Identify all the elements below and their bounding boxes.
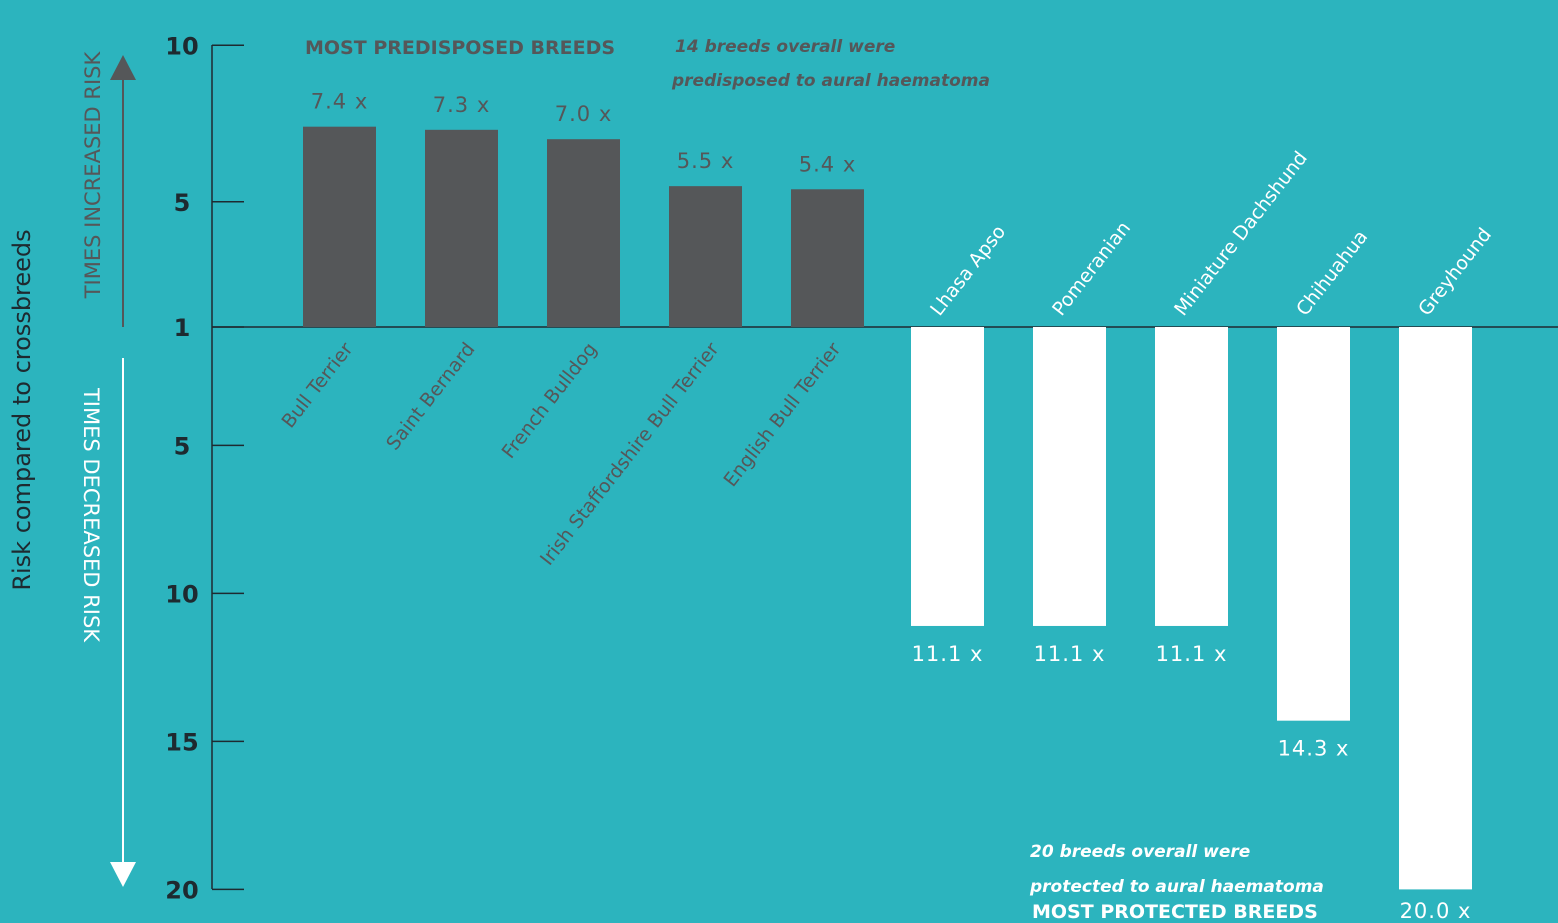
y-axis-title: Risk compared to crossbreeds bbox=[8, 229, 36, 590]
protected-bar bbox=[1277, 327, 1350, 721]
protected-value-label: 11.1 x bbox=[912, 642, 984, 666]
predisposed-value-label: 5.4 x bbox=[799, 152, 857, 176]
y-tick-lower-1: 10 bbox=[165, 580, 198, 608]
y-tick-lower-2: 15 bbox=[165, 728, 198, 756]
y-tick-lower-0: 5 bbox=[174, 432, 191, 460]
protected-value-label: 11.1 x bbox=[1034, 642, 1106, 666]
protected-bar bbox=[1155, 327, 1228, 626]
protected-value-label: 14.3 x bbox=[1278, 737, 1350, 761]
predisposed-value-label: 7.4 x bbox=[311, 90, 369, 114]
protected-category-label: Greyhound bbox=[1414, 224, 1496, 320]
predisposed-value-label: 5.5 x bbox=[677, 149, 735, 173]
predisposed-category-label: French Bulldog bbox=[498, 339, 602, 463]
increased-risk-label: TIMES INCREASED RISK bbox=[81, 51, 105, 300]
protected-category-label: Miniature Dachshund bbox=[1170, 147, 1312, 320]
y-tick-lower-3: 20 bbox=[165, 876, 198, 904]
decreased-risk-label: TIMES DECREASED RISK bbox=[79, 387, 103, 643]
protected-bar bbox=[1033, 327, 1106, 626]
predisposed-category-label: Bull Terrier bbox=[277, 338, 357, 432]
y-tick-upper-0: 10 bbox=[165, 32, 198, 60]
predisposed-bar bbox=[303, 126, 376, 328]
y-tick-upper-1: 5 bbox=[174, 189, 191, 217]
protected-note-line2: protected to aural haematoma bbox=[1029, 877, 1324, 897]
protected-value-label: 20.0 x bbox=[1400, 899, 1472, 923]
predisposed-value-label: 7.0 x bbox=[555, 102, 613, 126]
predisposed-note-line1: 14 breeds overall were bbox=[675, 37, 895, 57]
predisposed-bar bbox=[547, 139, 620, 327]
predisposed-value-label: 7.3 x bbox=[433, 93, 491, 117]
protected-category-label: Chihuahua bbox=[1292, 226, 1372, 320]
protected-category-label: Lhasa Apso bbox=[926, 221, 1010, 320]
protected-note-line1: 20 breeds overall were bbox=[1030, 842, 1250, 862]
protected-bar bbox=[1399, 327, 1472, 890]
y-tick-baseline: 1 bbox=[174, 314, 191, 342]
predisposed-category-label: Saint Bernard bbox=[382, 339, 479, 455]
predisposed-bar bbox=[669, 186, 742, 327]
protected-value-label: 11.1 x bbox=[1156, 642, 1228, 666]
protected-category-label: Pomeranian bbox=[1048, 217, 1135, 320]
protected-bar bbox=[911, 327, 984, 626]
increased-risk-arrow bbox=[110, 55, 136, 327]
predisposed-bar bbox=[791, 189, 864, 327]
predisposed-bar bbox=[425, 129, 498, 327]
protected-title: MOST PROTECTED BREEDS bbox=[1032, 901, 1318, 923]
decreased-risk-arrow bbox=[110, 358, 136, 887]
predisposed-note-line2: predisposed to aural haematoma bbox=[671, 71, 990, 91]
predisposed-category-label: English Bull Terrier bbox=[719, 338, 845, 491]
predisposed-title: MOST PREDISPOSED BREEDS bbox=[305, 37, 615, 59]
